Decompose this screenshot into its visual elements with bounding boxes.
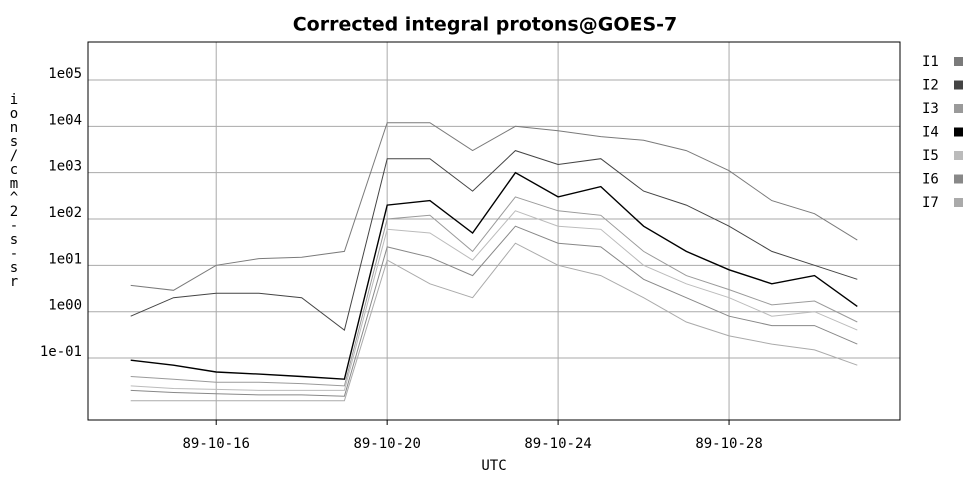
y-tick-label: 1e01 bbox=[48, 251, 82, 267]
legend-swatch bbox=[954, 127, 963, 137]
y-tick-label: 1e03 bbox=[48, 159, 82, 175]
x-tick-label: 89-10-24 bbox=[524, 436, 591, 452]
y-tick-label: 1e-01 bbox=[40, 344, 82, 360]
series-line bbox=[130, 171, 858, 380]
plot-frame bbox=[87, 41, 901, 421]
legend-label: I7 bbox=[922, 195, 939, 211]
legend-swatch bbox=[954, 104, 963, 113]
legend-label: I6 bbox=[922, 172, 939, 188]
legend-label: I1 bbox=[922, 54, 939, 70]
legend-label: I4 bbox=[922, 125, 939, 141]
legend-label: I2 bbox=[922, 78, 939, 94]
y-tick-label: 1e04 bbox=[48, 112, 82, 128]
legend-swatch bbox=[954, 174, 963, 184]
legend-swatch bbox=[954, 151, 963, 160]
x-tick-label: 89-10-28 bbox=[695, 436, 762, 452]
x-tick-label: 89-10-20 bbox=[353, 436, 420, 452]
y-tick-label: 1e05 bbox=[48, 66, 82, 82]
legend-swatch bbox=[954, 198, 963, 207]
x-axis-label: UTC bbox=[481, 458, 506, 474]
series-line bbox=[130, 210, 858, 391]
series-line bbox=[130, 225, 858, 397]
y-axis-label: ions/cm^2-s-sr bbox=[6, 92, 22, 288]
legend-swatch bbox=[954, 57, 963, 66]
chart-title: Corrected integral protons@GOES-7 bbox=[293, 14, 678, 36]
legend-label: I3 bbox=[922, 101, 939, 117]
legend-label: I5 bbox=[922, 148, 939, 164]
series-line bbox=[130, 122, 858, 291]
series-line bbox=[130, 196, 858, 387]
series-line bbox=[130, 150, 858, 331]
y-tick-label: 1e02 bbox=[48, 205, 82, 221]
series-line bbox=[130, 242, 858, 402]
legend-swatch bbox=[954, 80, 963, 90]
y-tick-label: 1e00 bbox=[48, 298, 82, 314]
x-tick-label: 89-10-16 bbox=[182, 436, 249, 452]
